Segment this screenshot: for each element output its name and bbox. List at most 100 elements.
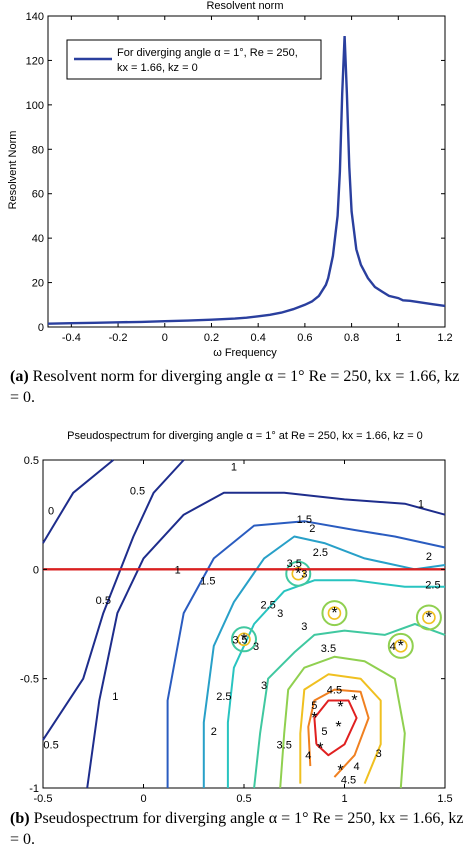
contour-ring-inner-4 [393, 639, 408, 653]
caption-b: (b) Pseudospectrum for diverging angle α… [10, 810, 464, 848]
chart2-xtick-label: 1 [341, 793, 347, 803]
contour-line-8 [299, 673, 382, 784]
contour-label: 1 [418, 499, 424, 511]
chart2-axes-box [42, 459, 446, 789]
eigenvalue-marker: * [331, 605, 337, 622]
contour-label: 3 [277, 608, 283, 620]
chart1-xtick-label: -0.2 [109, 332, 128, 344]
chart1-xlabel: ω Frequency [213, 347, 277, 359]
chart1-legend-line2: kx = 1.66, kz = 0 [117, 62, 198, 74]
chart1-xtick-label: 0.2 [204, 332, 219, 344]
contour-line-10 [313, 699, 358, 757]
chart2-ytick-label: -0.5 [20, 674, 39, 686]
chart2-xtick-label: 0.5 [236, 793, 251, 803]
eigenvalue-marker: * [295, 566, 301, 583]
contour-line-7 [279, 655, 406, 789]
chart1-xtick-label: 0.4 [251, 332, 266, 344]
contour-label: 3.5 [321, 643, 336, 655]
contour-label: 2 [309, 523, 315, 535]
contour-ring-0 [285, 560, 312, 587]
chart1-xtick-label: 0 [162, 332, 168, 344]
contour-label: 2.5 [216, 691, 231, 703]
chart2-xtick-label: -0.5 [34, 793, 53, 803]
contour-label: 5 [321, 726, 327, 738]
chart1-ytick-label: 40 [32, 233, 44, 245]
contour-label: 1.5 [200, 575, 215, 587]
contour-label: 1 [231, 462, 237, 474]
chart2-xtick-label: 1.5 [437, 793, 452, 803]
eigenvalue-marker: * [398, 638, 404, 655]
contour-label: 3 [376, 748, 382, 760]
contour-line-9 [307, 688, 370, 778]
contour-ring-inner-1 [327, 606, 342, 620]
chart1-ytick-label: 120 [26, 55, 44, 67]
contour-label: 3.5 [287, 558, 302, 570]
contour-ring-inner-3 [422, 610, 436, 625]
chart1-ylabel: Resolvent Norm [7, 131, 19, 210]
contour-label: 4 [305, 750, 311, 762]
contour-ring-1 [321, 600, 348, 627]
contour-line-4 [202, 535, 446, 788]
eigenvalue-marker: * [311, 710, 317, 727]
contour-label: 4.5 [341, 774, 356, 786]
contour-label: 1 [112, 691, 118, 703]
contour-label: 2 [426, 551, 432, 563]
contour-label: 0.5 [96, 595, 111, 607]
chart1-ytick-label: 100 [26, 100, 44, 112]
contour-label: 0.5 [43, 739, 58, 751]
caption-a: (a) Resolvent norm for diverging angle α… [10, 368, 460, 406]
contour-label: 2.5 [313, 547, 328, 559]
chart1-xtick-label: 1.2 [437, 332, 452, 344]
eigenvalue-marker: * [335, 719, 341, 736]
contour-label: 3 [301, 569, 307, 581]
contour-line-0 [42, 459, 114, 544]
contour-ring-4 [387, 632, 414, 659]
eigenvalue-marker: * [337, 699, 343, 716]
contour-label: 0 [48, 505, 54, 517]
contour-label: 1 [175, 564, 181, 576]
chart2-ytick-label: 0 [33, 564, 39, 576]
chart1-xtick-label: -0.4 [62, 332, 81, 344]
chart2-ytick-label: 0.5 [24, 455, 39, 467]
chart1-ytick-label: 0 [38, 322, 44, 334]
contour-label: 3 [301, 621, 307, 633]
contour-label: 2.5 [425, 580, 440, 592]
contour-label: 2.5 [260, 599, 275, 611]
contour-label: 2 [211, 726, 217, 738]
chart1-xtick-label: 0.8 [344, 332, 359, 344]
contour-label: 5 [311, 700, 317, 712]
contour-label: 3 [261, 680, 267, 692]
contour-label: 3.5 [232, 634, 247, 646]
chart1-xtick-label: 1 [395, 332, 401, 344]
contour-ring-inner-2 [237, 632, 251, 647]
chart1-ytick-label: 140 [26, 11, 44, 23]
chart1-ytick-label: 80 [32, 144, 44, 156]
contour-line-5 [226, 579, 445, 788]
chart1-ytick-label: 20 [32, 278, 44, 290]
contour-line-2 [86, 491, 446, 789]
chart2-title: Pseudospectrum for diverging angle α = 1… [67, 430, 423, 442]
contour-label: 0.5 [130, 486, 145, 498]
contour-label: 4.5 [327, 685, 342, 697]
chart2-xtick-label: 0 [140, 793, 146, 803]
contour-line-6 [253, 623, 446, 789]
eigenvalue-marker: * [426, 609, 432, 626]
resolvent-norm-chart: Resolvent norm Resolvent Norm ω Frequenc… [7, 0, 453, 359]
contour-ring-inner-0 [291, 566, 306, 581]
pseudospectrum-chart: Pseudospectrum for diverging angle α = 1… [20, 430, 453, 803]
chart1-axes-box [47, 15, 446, 328]
eigenvalue-marker: * [241, 631, 247, 648]
chart1-ytick-label: 60 [32, 189, 44, 201]
contour-ring-2 [231, 626, 257, 653]
contour-label: 3.5 [277, 739, 292, 751]
contour-line-1 [42, 459, 185, 741]
eigenvalue-marker: * [317, 741, 323, 758]
chart1-xtick-label: 0.6 [297, 332, 312, 344]
contour-label: 4 [353, 761, 359, 773]
contour-ring-3 [415, 604, 442, 631]
contour-line-3 [166, 520, 446, 788]
eigenvalue-marker: * [337, 763, 343, 780]
chart1-series-line [47, 35, 446, 325]
eigenvalue-marker: * [351, 693, 357, 710]
contour-label: 3 [253, 641, 259, 653]
